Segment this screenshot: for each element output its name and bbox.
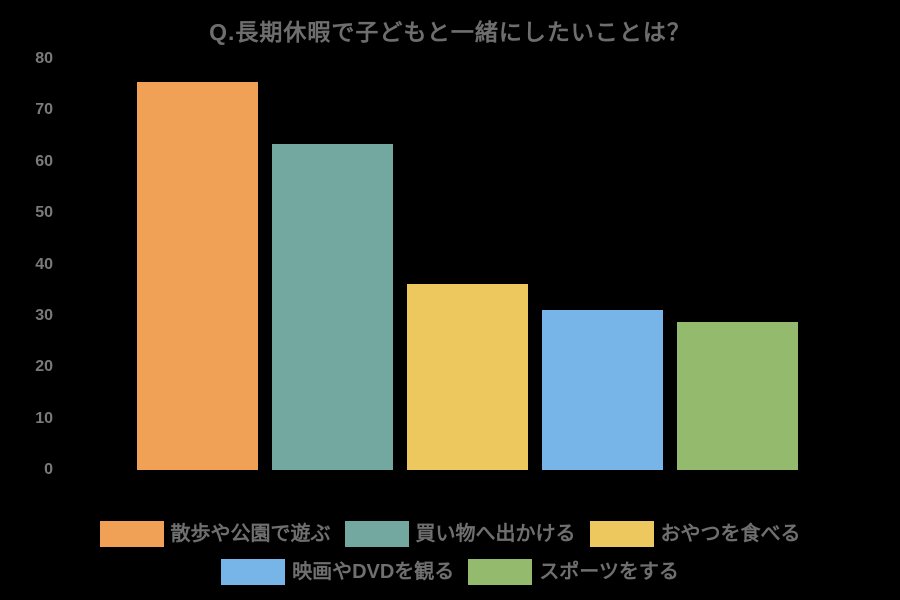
legend-label: おやつを食べる	[660, 523, 801, 545]
legend-row-1: 散歩や公園で遊ぶ 買い物へ出かける おやつを食べる	[0, 521, 900, 547]
y-axis-tick-label: 20	[35, 358, 53, 376]
legend-item: 買い物へ出かける	[344, 521, 576, 547]
y-axis-tick-label: 30	[35, 306, 53, 324]
legend-item: 散歩や公園で遊ぶ	[99, 521, 331, 547]
bar-5	[677, 321, 798, 470]
chart-title: Q.長期休暇で子どもと一緒にしたいことは？	[209, 19, 691, 45]
y-axis-tick-label: 60	[35, 152, 53, 170]
bar-4	[542, 309, 663, 470]
bar-2	[272, 143, 393, 470]
y-axis-tick-label: 80	[35, 50, 53, 67]
legend-swatch	[589, 521, 654, 547]
bar-3	[407, 283, 528, 470]
legend-item: おやつを食べる	[589, 521, 801, 547]
legend-label: スポーツをする	[539, 561, 679, 583]
legend-item: スポーツをする	[468, 559, 679, 585]
legend-item: 映画やDVDを観る	[221, 559, 454, 585]
y-axis-tick-label: 70	[35, 101, 53, 119]
legend-swatch	[221, 559, 286, 585]
legend-label: 散歩や公園で遊ぶ	[170, 523, 331, 545]
y-axis-tick-label: 40	[35, 255, 53, 273]
y-axis-tick-label: 50	[35, 204, 53, 222]
legend-label: 買い物へ出かける	[415, 523, 576, 545]
legend: 散歩や公園で遊ぶ 買い物へ出かける おやつを食べる映画やDVDを観る スポーツをする	[0, 521, 900, 597]
bar-1	[137, 82, 258, 470]
legend-row-2: 映画やDVDを観る スポーツをする	[0, 559, 900, 585]
legend-label: 映画やDVDを観る	[292, 561, 455, 583]
y-axis-tick-label: 0	[44, 461, 53, 478]
legend-swatch	[468, 559, 533, 585]
legend-swatch	[99, 521, 164, 547]
y-axis-tick-label: 10	[35, 409, 53, 427]
legend-swatch	[344, 521, 409, 547]
